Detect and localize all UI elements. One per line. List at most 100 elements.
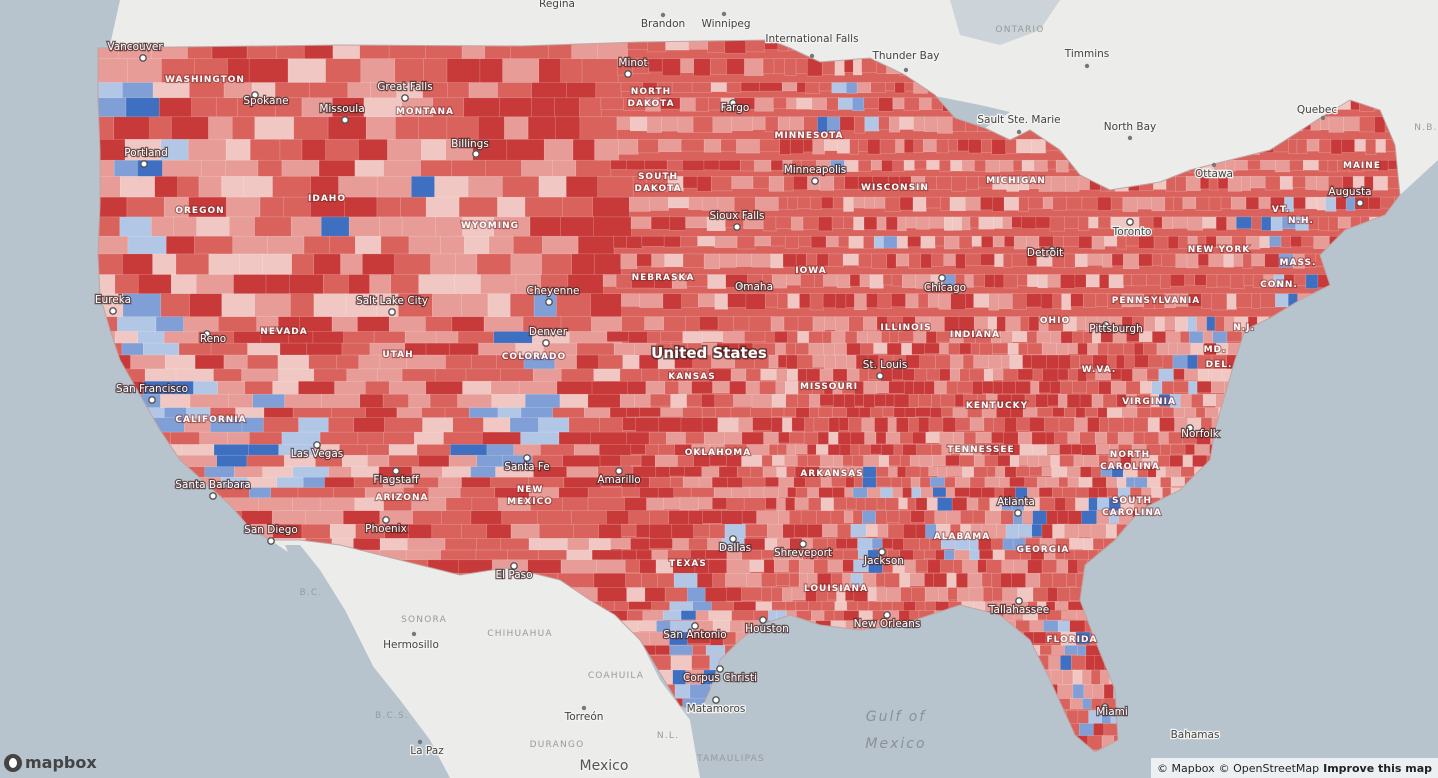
county-cell[interactable] [1175, 176, 1187, 192]
city-marker[interactable] [759, 616, 767, 624]
county-cell[interactable] [920, 235, 936, 249]
county-cell[interactable] [685, 216, 708, 229]
county-cell[interactable] [1069, 538, 1084, 550]
county-cell[interactable] [1035, 393, 1049, 408]
county-cell[interactable] [844, 510, 854, 523]
county-cell[interactable] [655, 466, 671, 479]
county-cell[interactable] [651, 253, 666, 268]
county-cell[interactable] [873, 235, 885, 249]
county-cell[interactable] [628, 331, 649, 344]
county-cell[interactable] [1354, 139, 1367, 152]
county-cell[interactable] [445, 139, 474, 165]
county-cell[interactable] [703, 159, 720, 171]
county-cell[interactable] [1275, 159, 1291, 173]
county-cell[interactable] [919, 354, 936, 370]
county-cell[interactable] [698, 497, 713, 510]
county-cell[interactable] [943, 216, 954, 231]
county-cell[interactable] [1387, 176, 1403, 189]
county-cell[interactable] [863, 196, 876, 209]
county-cell[interactable] [1001, 559, 1014, 575]
county-cell[interactable] [955, 417, 971, 431]
county-cell[interactable] [874, 393, 887, 407]
county-cell[interactable] [1328, 116, 1345, 133]
county-cell[interactable] [938, 293, 952, 310]
county-cell[interactable] [785, 342, 797, 356]
county-cell[interactable] [621, 316, 646, 332]
city-marker[interactable] [738, 282, 746, 290]
city-marker[interactable] [1014, 509, 1022, 517]
county-cell[interactable] [1132, 368, 1148, 384]
city-marker[interactable] [267, 537, 275, 545]
county-cell[interactable] [698, 476, 713, 488]
county-cell[interactable] [863, 454, 880, 468]
county-cell[interactable] [762, 466, 778, 479]
county-cell[interactable] [1027, 454, 1040, 467]
county-cell[interactable] [902, 444, 918, 456]
county-cell[interactable] [398, 293, 433, 322]
county-cell[interactable] [642, 610, 664, 621]
county-cell[interactable] [937, 466, 948, 479]
county-cell[interactable] [1122, 274, 1133, 286]
county-cell[interactable] [1093, 723, 1105, 736]
county-cell[interactable] [902, 487, 913, 499]
county-cell[interactable] [685, 431, 705, 444]
county-cell[interactable] [1226, 293, 1237, 310]
county-cell[interactable] [846, 407, 860, 418]
county-cell[interactable] [898, 497, 908, 510]
county-cell[interactable] [787, 487, 797, 498]
county-cell[interactable] [1032, 368, 1044, 383]
county-cell[interactable] [630, 538, 650, 552]
county-cell[interactable] [1116, 235, 1127, 250]
county-cell[interactable] [646, 116, 662, 133]
county-cell[interactable] [1211, 293, 1228, 311]
county-cell[interactable] [745, 293, 766, 310]
county-cell[interactable] [832, 196, 845, 210]
county-cell[interactable] [765, 293, 778, 308]
county-cell[interactable] [835, 316, 850, 332]
place-marker[interactable] [417, 739, 423, 745]
county-cell[interactable] [946, 510, 961, 525]
county-cell[interactable] [760, 368, 777, 381]
county-cell[interactable] [878, 97, 894, 112]
county-cell[interactable] [923, 549, 936, 559]
county-cell[interactable] [913, 331, 927, 344]
county-cell[interactable] [1197, 368, 1209, 383]
county-cell[interactable] [957, 587, 970, 603]
city-marker[interactable] [876, 372, 884, 380]
county-cell[interactable] [1172, 354, 1188, 369]
county-cell[interactable] [710, 82, 728, 92]
county-cell[interactable] [1215, 216, 1228, 232]
county-cell[interactable] [877, 293, 892, 309]
county-cell[interactable] [613, 235, 628, 249]
county-cell[interactable] [880, 487, 893, 499]
county-cell[interactable] [982, 380, 994, 394]
county-cell[interactable] [985, 159, 1001, 173]
county-cell[interactable] [875, 476, 892, 488]
county-cell[interactable] [1229, 274, 1245, 289]
county-cell[interactable] [1305, 176, 1318, 190]
county-cell[interactable] [918, 454, 933, 468]
county-cell[interactable] [1073, 454, 1084, 468]
county-cell[interactable] [1170, 476, 1186, 487]
county-cell[interactable] [888, 380, 905, 394]
county-cell[interactable] [1057, 368, 1069, 381]
county-cell[interactable] [777, 354, 788, 368]
county-cell[interactable] [843, 216, 855, 229]
county-cell[interactable] [1082, 698, 1092, 710]
county-cell[interactable] [890, 476, 902, 489]
city-marker[interactable] [523, 454, 531, 462]
county-cell[interactable] [1011, 253, 1028, 267]
county-cell[interactable] [636, 253, 653, 267]
county-cell[interactable] [959, 342, 972, 355]
county-cell[interactable] [934, 235, 945, 247]
county-cell[interactable] [854, 393, 865, 407]
county-cell[interactable] [1186, 354, 1199, 370]
county-cell[interactable] [1009, 476, 1026, 488]
county-cell[interactable] [771, 407, 785, 417]
county-cell[interactable] [1313, 235, 1330, 249]
county-cell[interactable] [1169, 274, 1186, 287]
county-cell[interactable] [888, 454, 901, 466]
county-cell[interactable] [1044, 417, 1060, 433]
county-cell[interactable] [822, 293, 837, 309]
county-cell[interactable] [762, 58, 775, 75]
